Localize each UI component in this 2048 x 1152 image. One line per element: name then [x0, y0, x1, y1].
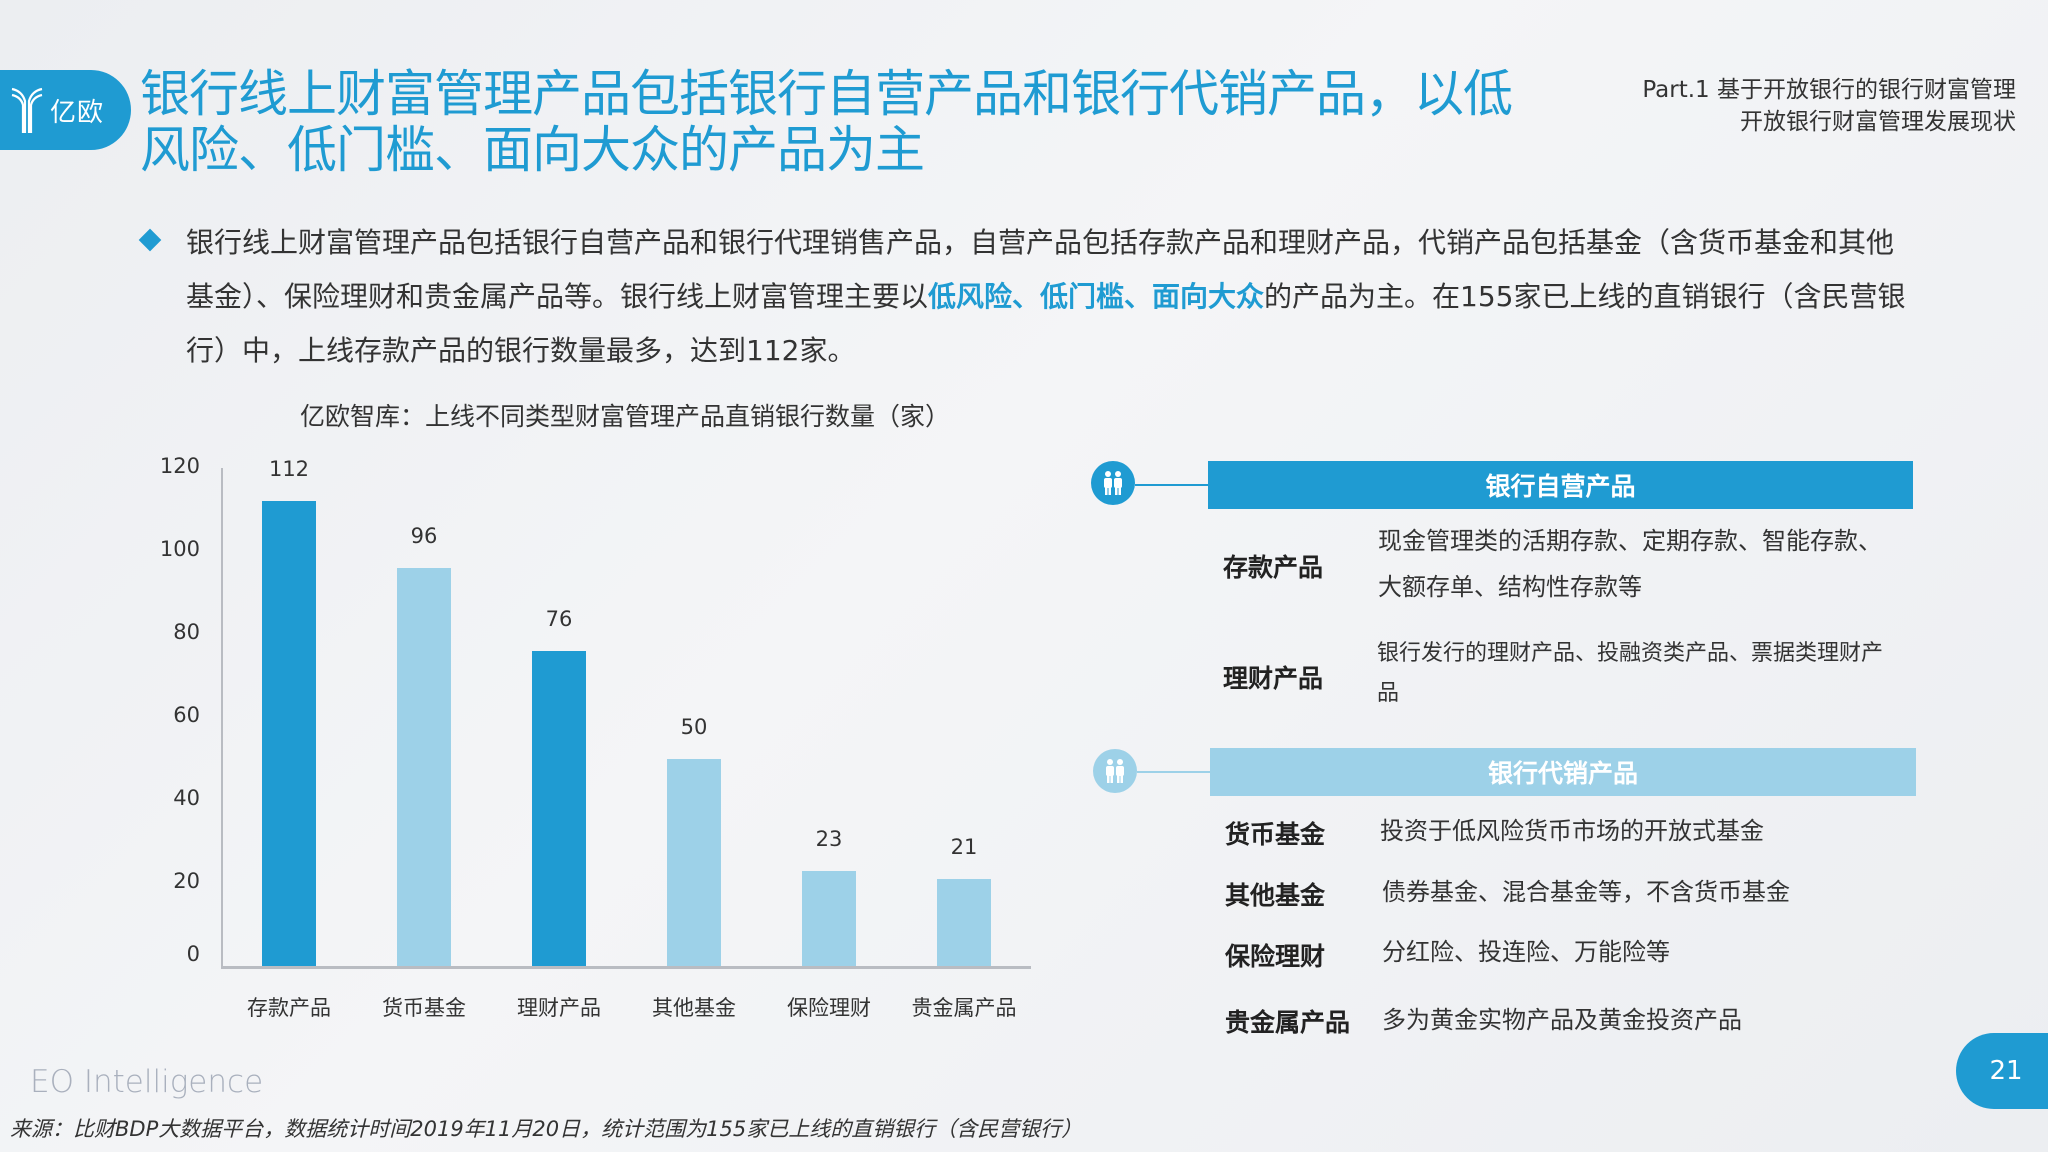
- bar: [262, 501, 316, 966]
- y-axis: [221, 468, 223, 968]
- y-tick-label: 60: [173, 703, 200, 727]
- desc-other-fund: 债券基金、混合基金等，不含货币基金: [1382, 878, 1790, 906]
- agency-header: 银行代销产品: [1210, 748, 1916, 796]
- term-precious-metal: 贵金属产品: [1225, 1008, 1351, 1037]
- x-category-label: 货币基金: [382, 996, 466, 1020]
- diamond-bullet-icon: [138, 228, 162, 252]
- bar-value-label: 23: [815, 826, 843, 851]
- people-icon: [1091, 461, 1135, 505]
- x-category-label: 理财产品: [517, 996, 601, 1020]
- y-tick-label: 80: [173, 620, 200, 644]
- logo: 亿欧: [0, 70, 131, 150]
- eo-logo-icon: [11, 87, 43, 133]
- bar: [667, 758, 721, 966]
- bar-value-label: 21: [950, 834, 978, 859]
- self-operated-header: 银行自营产品: [1208, 461, 1913, 509]
- term-wealth-product: 理财产品: [1223, 664, 1324, 693]
- desc-precious-metal: 多为黄金实物产品及黄金投资产品: [1382, 1006, 1742, 1034]
- source-note: 来源：比财BDP大数据平台，数据统计时间2019年11月20日，统计范围为155…: [10, 1117, 1083, 1141]
- desc-money-fund: 投资于低风险货币市场的开放式基金: [1380, 817, 1764, 845]
- summary-paragraph: 银行线上财富管理产品包括银行自营产品和银行代理销售产品，自营产品包括存款产品和理…: [186, 216, 1906, 378]
- summary-text-before: 银行线上财富管理产品包括银行自营产品和银行代理销售产品，自营产品包括存款产品和理…: [186, 226, 1895, 313]
- y-tick-label: 0: [186, 942, 200, 966]
- page-number: 21: [1956, 1033, 2048, 1109]
- chart-title: 亿欧智库：上线不同类型财富管理产品直销银行数量（家）: [300, 402, 951, 431]
- bar-value-label: 50: [680, 714, 708, 739]
- x-category-label: 保险理财: [787, 996, 871, 1020]
- x-axis: [221, 966, 1031, 969]
- desc-wealth-product: 银行发行的理财产品、投融资类产品、票据类理财产品: [1377, 641, 1884, 706]
- connector-line: [1135, 484, 1208, 486]
- x-category-label: 贵金属产品: [911, 996, 1017, 1020]
- bar-value-label: 112: [268, 457, 310, 482]
- section-breadcrumb: Part.1 基于开放银行的银行财富管理 开放银行财富管理发展现状: [1642, 74, 2016, 138]
- x-category-label: 存款产品: [247, 996, 331, 1020]
- bar: [397, 567, 451, 966]
- bar: [532, 650, 586, 966]
- people-icon: [1093, 749, 1137, 793]
- term-deposit: 存款产品: [1223, 553, 1324, 582]
- part-line-2: 开放银行财富管理发展现状: [1740, 109, 2016, 135]
- summary-highlight: 低风险、低门槛、面向大众: [928, 280, 1265, 313]
- y-tick-label: 120: [159, 454, 200, 478]
- y-tick-label: 20: [173, 869, 200, 893]
- desc-deposit: 现金管理类的活期存款、定期存款、智能存款、大额存单、结构性存款等: [1378, 527, 1882, 601]
- logo-text: 亿欧: [50, 97, 105, 128]
- bar: [937, 878, 991, 966]
- desc-insurance: 分红险、投连险、万能险等: [1382, 938, 1670, 966]
- connector-line: [1137, 771, 1210, 773]
- y-tick-label: 40: [173, 786, 200, 810]
- part-line-1: Part.1 基于开放银行的银行财富管理: [1642, 77, 2016, 103]
- bar-value-label: 76: [545, 606, 573, 631]
- term-money-fund: 货币基金: [1225, 820, 1326, 849]
- term-insurance: 保险理财: [1225, 942, 1326, 971]
- summary-text-after: 的产品为主。在155家已上线的直销银行（含民营银行）中，上线存款产品的银行数量最…: [186, 280, 1906, 367]
- term-other-fund: 其他基金: [1225, 881, 1326, 910]
- bar: [802, 870, 856, 966]
- brand-watermark: EO Intelligence: [30, 1064, 264, 1100]
- bar-value-label: 96: [410, 523, 438, 548]
- y-tick-label: 100: [159, 537, 200, 561]
- x-category-label: 其他基金: [652, 996, 736, 1020]
- page-title: 银行线上财富管理产品包括银行自营产品和银行代销产品，以低风险、低门槛、面向大众的…: [140, 65, 1513, 179]
